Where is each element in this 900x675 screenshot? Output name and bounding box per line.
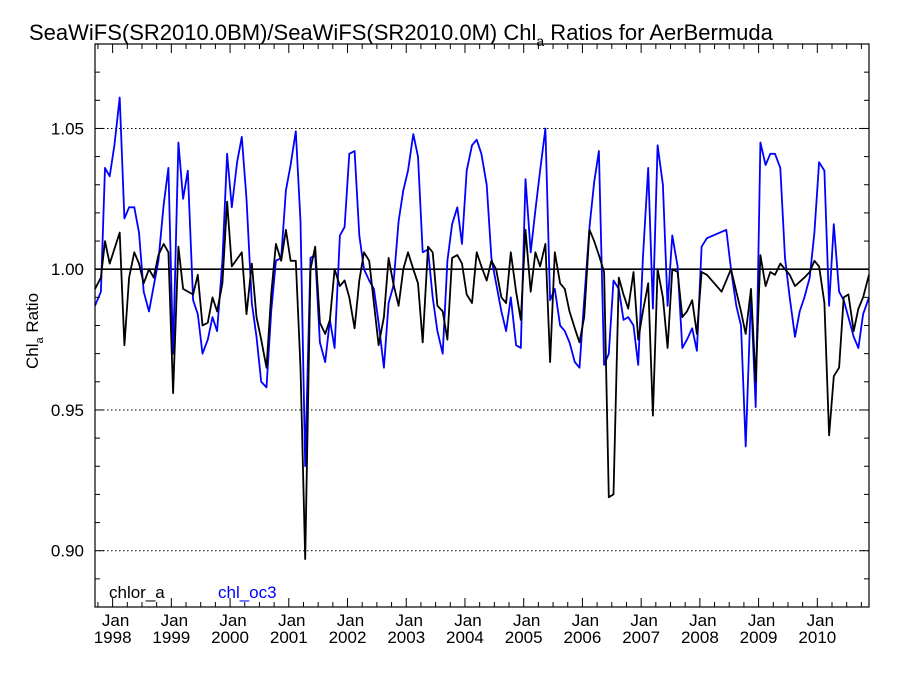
x-tick-label-month: Jan [513,611,540,630]
x-tick-label-month: Jan [807,611,834,630]
y-axis-label-subscript: a [34,337,46,344]
x-tick-label-month: Jan [219,611,246,630]
x-tick-label-year: 2007 [622,628,660,647]
chart-title-rest: Ratios for AerBermuda [544,20,773,45]
x-tick-label-year: 2006 [564,628,602,647]
x-tick-label-month: Jan [689,611,716,630]
chart-title: SeaWiFS(SR2010.0BM)/SeaWiFS(SR2010.0M) C… [29,20,774,49]
x-tick-label-month: Jan [454,611,481,630]
x-tick-label-year: 2004 [446,628,484,647]
legend-entry-chl-oc3: chl_oc3 [218,583,277,602]
chart-title-subscript: a [536,33,544,49]
y-axis-label-main: Chl [23,344,42,370]
x-tick-label-year: 2009 [740,628,778,647]
x-tick-label-month: Jan [630,611,657,630]
y-tick-label: 0.95 [51,401,84,420]
x-tick-label-year: 2010 [798,628,836,647]
x-tick-label-year: 1999 [152,628,190,647]
x-tick-label-year: 1998 [94,628,132,647]
x-tick-label-month: Jan [102,611,129,630]
x-axis-ticks: Jan1998Jan1999Jan2000Jan2001Jan2002Jan20… [94,44,862,647]
x-tick-label-year: 2002 [329,628,367,647]
x-tick-label-month: Jan [572,611,599,630]
legend-entry-chlor-a: chlor_a [109,583,165,602]
gridlines [95,127,869,552]
series-line-chl-oc3 [94,96,870,468]
y-tick-label: 0.90 [51,542,84,561]
x-tick-label-month: Jan [748,611,775,630]
y-axis-ticks: 0.90 0.95 1.00 1.05 [51,71,869,580]
y-axis-label: Chla Ratio [23,293,46,369]
x-tick-label-year: 2001 [270,628,308,647]
series-line-chlor-a [94,200,870,560]
x-tick-label-year: 2008 [681,628,719,647]
x-tick-label-year: 2005 [505,628,543,647]
y-tick-label: 1.00 [51,260,84,279]
x-tick-label-year: 2003 [387,628,425,647]
plot-frame [94,43,870,608]
x-tick-label-year: 2000 [211,628,249,647]
y-tick-label: 1.05 [51,119,84,138]
chart-title-main: SeaWiFS(SR2010.0BM)/SeaWiFS(SR2010.0M) C… [29,20,536,45]
x-tick-label-month: Jan [396,611,423,630]
y-axis-label-rest: Ratio [23,293,42,337]
series-lines [94,96,870,560]
legend: chlor_a chl_oc3 [109,583,277,602]
x-tick-label-month: Jan [161,611,188,630]
x-tick-label-month: Jan [278,611,305,630]
x-tick-label-month: Jan [337,611,364,630]
